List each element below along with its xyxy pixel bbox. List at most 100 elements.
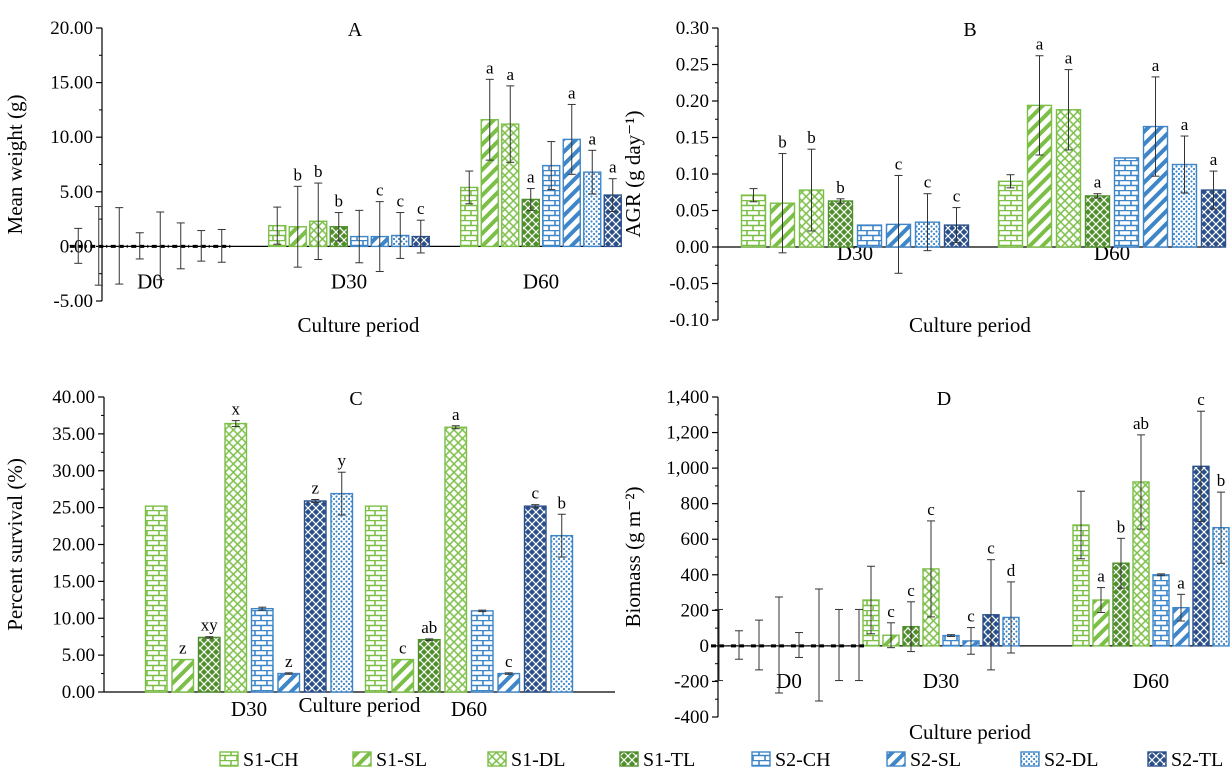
y-tick-label: 0.15 [676, 128, 709, 149]
bar-S2-CH-D60 [1152, 574, 1170, 647]
significance-letter: b [836, 178, 845, 197]
legend-label: S2-CH [775, 749, 831, 768]
significance-letter: y [338, 451, 347, 470]
significance-letter: z [285, 652, 293, 671]
category-label: D0 [776, 669, 802, 693]
panel-title: D [937, 388, 951, 410]
significance-letter: c [927, 500, 935, 519]
bar-S2-DL-D60 [550, 534, 574, 693]
category-label: D30 [231, 697, 267, 721]
legend-label: S2-DL [1044, 749, 1098, 768]
significance-letter: c [895, 154, 903, 173]
y-tick-label: 40.00 [52, 387, 95, 408]
legend-swatch [1147, 751, 1167, 767]
legend-label: S2-SL [910, 749, 961, 768]
bar-S2-CH-D30 [856, 224, 883, 248]
y-tick-label: 1,200 [666, 423, 709, 444]
y-tick-label: 30.00 [52, 461, 95, 482]
legend: S1-CH S1-SL S1-DL S1-TL S2-CH S2-SL S2-DL S2-TL [219, 749, 1223, 768]
significance-letter: a [1152, 56, 1160, 75]
significance-letter: c [376, 181, 384, 200]
legend-label: S1-SL [376, 749, 427, 768]
y-tick-label: -200 [674, 671, 709, 692]
significance-letter: xy [201, 616, 219, 635]
significance-letter: a [568, 83, 576, 102]
panel-c: C 0.00 5.00 10.00 15.00 20.00 25.00 30.00 35.00 4… [3, 387, 615, 721]
y-tick-label: 20.00 [50, 18, 93, 39]
significance-letter: c [907, 581, 915, 600]
panel-b: B -0.10 -0.05 0.00 0.05 0.10 0.15 0.20 0.25 0.30 C… [621, 18, 1227, 337]
x-axis-label: Culture period [909, 313, 1031, 337]
legend-swatch [487, 751, 507, 767]
y-tick-label: 1,400 [666, 387, 709, 408]
x-axis-label: Culture period [909, 720, 1031, 744]
significance-letter: a [1210, 150, 1218, 169]
significance-letter: c [399, 639, 407, 658]
y-tick-label: 0.30 [676, 18, 709, 39]
significance-letter: a [1094, 173, 1102, 192]
bar-S1-CH-D60 [997, 180, 1024, 248]
significance-letter: d [1007, 561, 1016, 580]
y-tick-label: 10.00 [52, 608, 95, 629]
y-tick-label: 0 [700, 636, 710, 657]
significance-letter: c [417, 199, 425, 218]
y-tick-label: 35.00 [52, 424, 95, 445]
significance-letter: c [887, 602, 895, 621]
bar-S2-CH-D60 [1113, 157, 1140, 248]
bar-S2-CH-D30 [942, 634, 960, 647]
legend-swatch [751, 751, 771, 767]
significance-letter: ab [1133, 414, 1149, 433]
bar-S2-CH-D30 [250, 607, 274, 693]
significance-letter: a [1036, 35, 1044, 54]
significance-letter: a [1097, 567, 1105, 586]
bar-S2-SL-D30 [277, 672, 301, 693]
y-tick-label: 5.00 [60, 182, 93, 203]
y-tick-label: 0.10 [676, 164, 709, 185]
y-tick-label: 0.05 [676, 201, 709, 222]
significance-letter: a [506, 65, 514, 84]
category-label: D30 [331, 269, 367, 293]
bar-S1-CH-D60 [364, 505, 388, 693]
bar-S1-SL-D60 [391, 658, 415, 693]
y-tick-label: -0.10 [669, 310, 709, 331]
bar-S2-DL-D30 [330, 492, 354, 693]
y-tick-label: 0.25 [676, 55, 709, 76]
bar-S1-TL-D30 [197, 636, 221, 693]
y-tick-label: 600 [681, 529, 710, 550]
significance-letter: a [527, 168, 535, 187]
y-axis-label: Biomass (g m⁻²) [621, 486, 645, 627]
significance-letter: x [232, 400, 241, 419]
panel-a: A -5.00 0.00 5.00 10.00 15.00 20.00 Culture per… [3, 18, 622, 337]
legend-swatch [219, 751, 239, 767]
bar-S2-SL-D60 [497, 672, 521, 693]
y-tick-label: 1,000 [666, 458, 709, 479]
legend-swatch [352, 751, 372, 767]
significance-letter: ab [421, 618, 437, 637]
y-tick-label: 0.00 [62, 682, 95, 703]
y-tick-label: 15.00 [52, 571, 95, 592]
significance-letter: b [778, 133, 787, 152]
significance-letter: c [1197, 390, 1205, 409]
y-tick-label: 0.00 [676, 237, 709, 258]
panel-title: C [349, 388, 362, 410]
legend-label: S1-TL [643, 749, 695, 768]
panel-title: B [963, 19, 976, 41]
y-tick-label: -400 [674, 707, 709, 728]
significance-letter: a [452, 405, 460, 424]
category-label: D0 [137, 269, 163, 293]
significance-letter: z [179, 639, 187, 658]
y-tick-label: 400 [681, 565, 710, 586]
y-tick-label: 800 [681, 494, 710, 515]
significance-letter: a [588, 129, 596, 148]
significance-letter: c [505, 652, 513, 671]
bar-S2-DL-D60 [1171, 163, 1198, 248]
significance-letter: c [396, 192, 404, 211]
bar-S1-DL-D60 [444, 426, 468, 693]
y-tick-label: 0.20 [676, 91, 709, 112]
category-label: D60 [1133, 669, 1169, 693]
y-axis-label: Mean weight (g) [3, 95, 27, 235]
bar-S1-SL-D30 [171, 658, 195, 693]
legend-swatch [619, 751, 639, 767]
bar-S2-CH-D60 [470, 610, 494, 693]
significance-letter: a [1065, 49, 1073, 68]
